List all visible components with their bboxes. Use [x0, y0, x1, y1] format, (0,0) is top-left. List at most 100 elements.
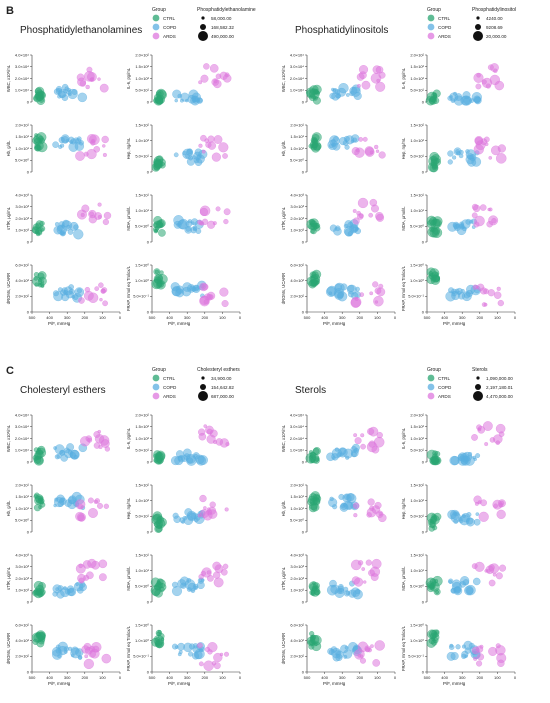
subplot: 0 2.0×10² 4.0×10² 6.0×10² dROMs, UCARR 500 400…	[281, 622, 397, 686]
data-point	[153, 634, 164, 646]
subplot: 0 5.0×10⁻¹ 1.0×10⁰ 1.5×10⁰ FRAP, mmol eq Tro…	[126, 262, 242, 326]
subplot: 0 5.0×10⁰ 1.0×10¹ 1.5×10¹ MDA, μmol/L	[401, 192, 499, 244]
data-point	[345, 455, 350, 460]
legend-swatch	[427, 23, 435, 31]
x-tick-label: 0	[119, 675, 122, 680]
data-point	[309, 457, 315, 463]
legend-group-title: Group	[152, 7, 166, 13]
data-point	[172, 512, 179, 519]
y-tick-label: 5.0×10⁰	[135, 584, 149, 589]
data-point	[496, 286, 501, 291]
data-point	[83, 290, 94, 301]
x-tick-label: 300	[339, 315, 346, 320]
y-tick-label: 5.0×10⁰	[15, 158, 29, 163]
data-point	[372, 65, 382, 74]
y-tick-label: 1.5×10¹	[15, 134, 29, 139]
data-point	[350, 139, 355, 144]
data-point	[359, 71, 367, 79]
y-tick-label: 0	[27, 529, 30, 534]
data-point	[72, 294, 79, 300]
x-tick-label: 200	[476, 315, 483, 320]
data-point	[100, 288, 106, 294]
data-point	[331, 138, 336, 144]
y-tick-label: 5.0×10⁰	[15, 518, 29, 523]
data-point	[154, 589, 163, 598]
y-tick-label: 0	[147, 99, 150, 104]
data-point	[78, 297, 85, 304]
subplot: 0 1.0×10⁴ 2.0×10⁴ 3.0×10⁴ 4.0×10⁴ WBC, x10³/m…	[281, 412, 385, 464]
subplot: 0 5.0×10⁰ 1.0×10¹ 1.5×10¹ MDA, μmol/L	[401, 552, 506, 604]
panel-title: Cholesteryl esthers	[20, 385, 106, 396]
y-axis-label: dROMs, UCARR	[281, 633, 286, 664]
subplot: 0 5.0×10⁰ 1.0×10¹ 1.5×10¹ 2.0×10¹ Hb, g/dL	[6, 122, 109, 174]
data-point	[327, 584, 338, 596]
data-point	[465, 155, 475, 165]
data-point	[453, 222, 460, 230]
y-tick-label: 1.5×10¹	[135, 552, 149, 557]
data-point	[465, 149, 470, 154]
legend-group-name: CTRL	[438, 16, 450, 21]
data-point	[207, 649, 213, 655]
data-point	[312, 141, 322, 151]
y-tick-label: 0	[27, 99, 30, 104]
data-point	[198, 661, 204, 667]
subplot: 0 1.0×10³ 2.0×10³ 3.0×10³ 4.0×10³ sTfR, μg/mL	[281, 552, 382, 604]
data-point	[222, 563, 229, 570]
data-point	[480, 287, 488, 295]
data-point	[212, 439, 218, 445]
subplot: 0 5.0×10¹ 1.0×10² 1.5×10² Hep, ng/mL	[126, 482, 229, 534]
subplot: 0 1.0×10³ 2.0×10³ 3.0×10³ 4.0×10³ sTfR, μg/mL	[281, 192, 384, 244]
legend-group-name: COPD	[438, 25, 452, 30]
y-tick-label: 0	[147, 669, 150, 674]
y-tick-label: 2.0×10⁴	[15, 76, 29, 81]
data-point	[101, 135, 109, 144]
data-point	[434, 451, 441, 457]
subplot: 0 5.0×10¹ 1.0×10² 1.5×10² 2.0×10² IL-6, pg/mL	[401, 52, 505, 106]
y-tick-label: 4.0×10²	[290, 278, 304, 283]
y-tick-label: 1.5×10¹	[15, 494, 29, 499]
y-tick-label: 2.0×10²	[290, 294, 304, 299]
data-point	[153, 216, 163, 225]
data-point	[91, 642, 102, 653]
y-axis-label: Hb, g/dL	[281, 140, 286, 157]
data-point	[352, 217, 360, 225]
data-point	[97, 503, 103, 509]
y-axis-label: WBC, x10³/mL	[281, 424, 286, 452]
y-axis-label: sTfR, μg/mL	[281, 206, 286, 230]
legend-size-label: 58,000.00	[211, 16, 232, 21]
x-tick-label: 300	[184, 675, 191, 680]
x-tick-label: 100	[494, 675, 501, 680]
data-point	[306, 89, 316, 99]
x-axis-label: P/F, mmHg	[48, 321, 71, 326]
x-tick-label: 100	[219, 315, 226, 320]
data-point	[372, 659, 380, 667]
y-tick-label: 1.5×10⁰	[410, 622, 424, 627]
y-tick-label: 1.0×10³	[15, 228, 29, 233]
data-point	[353, 502, 360, 509]
y-tick-label: 4.0×10⁴	[290, 412, 304, 417]
legend-size-label: 490,000.00	[211, 34, 234, 39]
y-tick-label: 0	[27, 309, 30, 314]
y-tick-label: 2.0×10⁴	[290, 76, 304, 81]
data-point	[103, 503, 109, 509]
legend-group-name: CTRL	[163, 16, 175, 21]
legend-size-label: 4,470,000.00	[486, 394, 513, 399]
y-tick-label: 1.0×10³	[15, 588, 29, 593]
data-point	[177, 652, 182, 657]
subplot: 0 5.0×10⁰ 1.0×10¹ 1.5×10¹ 2.0×10¹ Hb, g/dL	[6, 482, 109, 534]
x-tick-label: 300	[64, 675, 71, 680]
y-tick-label: 1.0×10³	[290, 228, 304, 233]
y-tick-label: 0	[422, 599, 425, 604]
legend-size-label: 9208.69	[486, 25, 503, 30]
data-point	[313, 582, 320, 590]
y-tick-label: 2.0×10³	[290, 216, 304, 221]
data-point	[81, 204, 90, 213]
data-point	[191, 286, 197, 292]
y-axis-label: dROMs, UCARR	[6, 633, 11, 664]
y-tick-label: 2.0×10³	[290, 576, 304, 581]
y-tick-label: 5.0×10¹	[410, 448, 424, 453]
data-point	[471, 434, 478, 441]
data-point	[64, 588, 71, 595]
data-point	[200, 74, 209, 83]
